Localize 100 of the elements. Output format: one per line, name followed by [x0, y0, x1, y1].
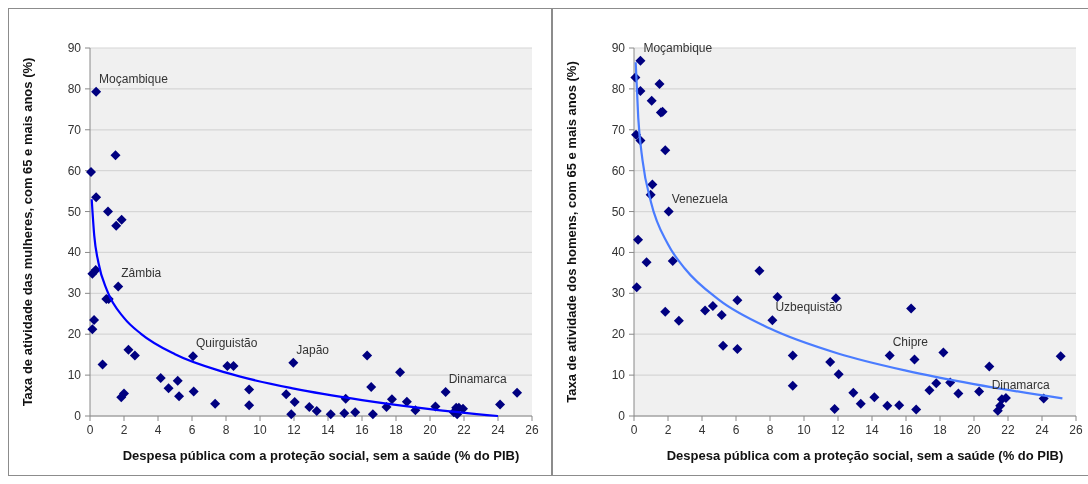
point	[732, 343, 743, 354]
x-tick-label: 26	[525, 423, 539, 437]
y-tick-label: 30	[67, 286, 82, 301]
point	[1055, 351, 1066, 362]
x-tick-label: 22	[457, 423, 471, 437]
point	[884, 350, 895, 361]
point	[938, 347, 949, 358]
point	[700, 305, 711, 316]
annotation: Moçambique	[643, 40, 713, 55]
point	[210, 398, 221, 409]
y-axis-title: Taxa de atividade dos homens, com 65 e mais anos (%)	[564, 61, 579, 403]
point	[89, 314, 100, 325]
y-tick-label: 10	[67, 368, 82, 383]
y-tick-label: 60	[67, 163, 82, 178]
x-tick-label: 16	[899, 423, 913, 437]
point	[288, 357, 299, 368]
annotation: Dinamarca	[448, 371, 507, 386]
x-tick-label: 16	[355, 423, 369, 437]
point	[281, 389, 292, 400]
x-tick-label: 20	[967, 423, 981, 437]
point	[350, 407, 361, 418]
y-tick-label: 80	[611, 81, 626, 96]
point	[654, 78, 665, 89]
x-tick-label: 10	[253, 423, 267, 437]
point	[174, 391, 185, 402]
y-axis-title: Taxa de atividade das mulheres, com 65 e mais anos (%)	[20, 57, 35, 407]
point	[647, 179, 658, 190]
point	[87, 324, 98, 335]
x-tick-label: 14	[321, 423, 335, 437]
annotation: Quirguistão	[196, 336, 258, 351]
point	[953, 388, 964, 399]
point	[772, 292, 783, 303]
point	[660, 145, 671, 156]
point	[974, 386, 985, 397]
x-tick-label: 8	[222, 423, 230, 437]
x-tick-label: 2	[664, 423, 672, 437]
point	[116, 214, 127, 225]
x-tick-label: 12	[831, 423, 845, 437]
point	[911, 404, 922, 415]
point	[663, 206, 674, 217]
point	[188, 351, 199, 362]
point	[395, 367, 406, 378]
point	[707, 301, 718, 312]
y-tick-label: 20	[67, 327, 82, 342]
point	[512, 387, 523, 398]
x-tick-label: 10	[797, 423, 811, 437]
point	[111, 220, 122, 231]
point	[631, 282, 642, 293]
point	[660, 306, 671, 317]
point	[103, 206, 114, 217]
x-tick-label: 24	[491, 423, 505, 437]
y-tick-label: 90	[67, 41, 82, 55]
point	[129, 350, 140, 361]
x-tick-label: 6	[732, 423, 740, 437]
point	[123, 344, 134, 355]
point	[754, 265, 765, 276]
point	[732, 295, 743, 306]
point	[362, 350, 373, 361]
point	[339, 408, 350, 419]
point	[718, 340, 729, 351]
point	[825, 357, 836, 368]
annotation: Venezuela	[671, 191, 729, 206]
point	[673, 315, 684, 326]
y-tick-label: 20	[611, 327, 626, 342]
point	[386, 394, 397, 405]
point	[366, 381, 377, 392]
point	[924, 385, 935, 396]
y-tick-label: 0	[618, 409, 626, 423]
point	[495, 399, 506, 410]
point	[289, 397, 300, 408]
point	[244, 384, 255, 395]
annotation: Japão	[296, 342, 330, 357]
x-tick-label: 8	[766, 423, 774, 437]
x-tick-label: 24	[1035, 423, 1049, 437]
point	[97, 359, 108, 370]
point	[855, 398, 866, 409]
point	[155, 372, 166, 383]
annotation: Zâmbia	[121, 266, 162, 281]
point	[833, 369, 844, 380]
x-tick-label: 4	[154, 423, 162, 437]
point	[909, 354, 920, 365]
x-tick-label: 0	[86, 423, 94, 437]
x-tick-label: 20	[423, 423, 437, 437]
point	[635, 55, 646, 66]
y-tick-label: 70	[67, 122, 82, 137]
annotation: Moçambique	[99, 71, 169, 86]
x-tick-label: 2	[120, 423, 128, 437]
point	[440, 386, 451, 397]
x-axis-title: Despesa pública com a proteção social, sem a saúde (% do PIB)	[122, 448, 520, 463]
point	[767, 315, 778, 326]
point	[401, 396, 412, 407]
annotation: Dinamarca	[991, 378, 1051, 393]
point	[163, 383, 174, 394]
point	[188, 386, 199, 397]
point	[286, 409, 297, 420]
x-tick-label: 12	[287, 423, 301, 437]
point	[91, 192, 102, 203]
x-tick-label: 14	[865, 423, 879, 437]
y-tick-label: 10	[611, 368, 626, 383]
point	[633, 234, 644, 245]
